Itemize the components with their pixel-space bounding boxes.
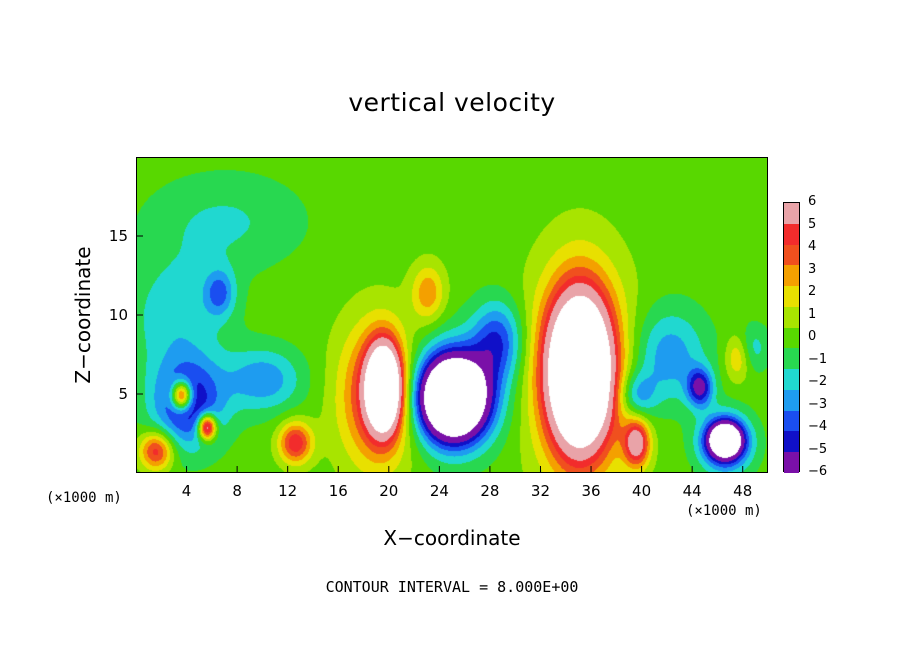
colorbar-swatch — [784, 286, 799, 308]
x-tick-label: 44 — [683, 482, 702, 500]
colorbar-swatch — [784, 203, 799, 225]
x-axis-unit-right: (×1000 m) — [686, 503, 762, 519]
velocity-heatmap — [137, 158, 767, 472]
x-tick-label: 36 — [581, 482, 600, 500]
colorbar-tick-label: −3 — [808, 396, 828, 412]
x-axis-unit-left: (×1000 m) — [46, 490, 122, 506]
colorbar-tick-label: 6 — [808, 194, 817, 209]
colorbar-swatch — [784, 244, 799, 266]
colorbar-swatch — [784, 452, 799, 474]
x-tick-label: 24 — [430, 482, 449, 500]
colorbar-tick-label: −6 — [808, 464, 828, 479]
colorbar-swatch — [784, 265, 799, 287]
colorbar-tick-label: −4 — [808, 419, 828, 434]
colorbar-swatch — [784, 389, 799, 412]
x-tick-label: 28 — [480, 482, 499, 500]
colorbar-tick-label: 2 — [808, 284, 817, 299]
colorbar-tick-label: 0 — [808, 329, 817, 344]
colorbar-swatch — [784, 348, 799, 370]
colorbar-swatch — [784, 327, 799, 349]
colorbar-swatch — [784, 410, 799, 432]
colorbar-swatch — [784, 369, 799, 391]
y-tick-label: 15 — [109, 227, 128, 245]
x-axis-label: X−coordinate — [383, 526, 521, 550]
colorbar-tick-label: 3 — [808, 261, 817, 277]
colorbar-swatch — [784, 306, 799, 329]
colorbar-swatch — [784, 223, 799, 246]
colorbar-tick-label: −5 — [808, 441, 828, 457]
y-tick-label: 5 — [118, 385, 128, 403]
colorbar-tick-label: 1 — [808, 306, 817, 322]
x-tick-label: 40 — [632, 482, 651, 500]
x-tick-label: 20 — [379, 482, 398, 500]
x-tick-label: 4 — [182, 482, 192, 500]
x-tick-label: 48 — [733, 482, 752, 500]
plot-area — [136, 157, 768, 473]
x-tick-label: 16 — [329, 482, 348, 500]
colorbar-tick-label: 4 — [808, 239, 817, 254]
x-tick-label: 12 — [278, 482, 297, 500]
y-axis-label: Z−coordinate — [71, 246, 95, 384]
y-tick-label: 10 — [109, 306, 128, 324]
colorbar-tick-label: 5 — [808, 216, 817, 232]
x-tick-label: 32 — [531, 482, 550, 500]
colorbar-tick-label: −1 — [808, 351, 828, 367]
colorbar-tick-label: −2 — [808, 374, 828, 389]
colorbar — [783, 202, 800, 474]
x-tick-label: 8 — [232, 482, 242, 500]
contour-interval-note: CONTOUR INTERVAL = 8.000E+00 — [325, 578, 579, 596]
colorbar-swatch — [784, 431, 799, 453]
chart-title: vertical velocity — [348, 88, 556, 117]
